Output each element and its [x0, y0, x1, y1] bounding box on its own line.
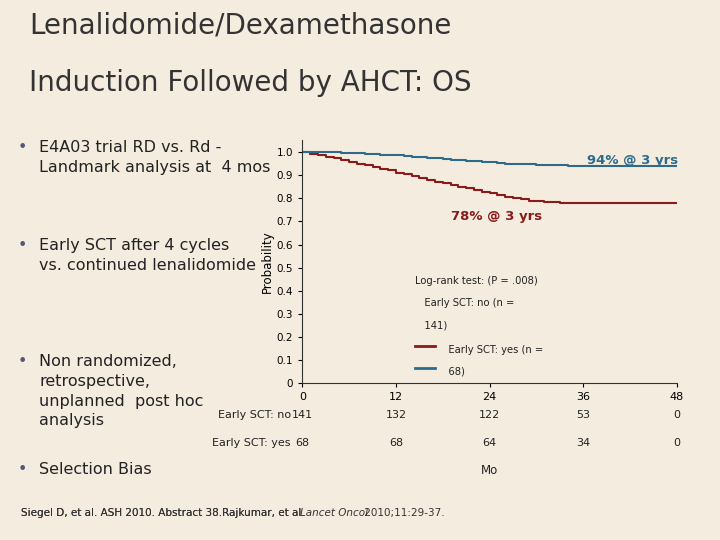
- Text: Lancet Oncol.: Lancet Oncol.: [300, 509, 372, 518]
- Text: 132: 132: [385, 410, 407, 420]
- Text: 68): 68): [439, 366, 465, 376]
- Text: 53: 53: [576, 410, 590, 420]
- Text: 0: 0: [673, 410, 680, 420]
- Text: Siegel D, et al. ASH 2010. Abstract 38.Rajkumar, et al.: Siegel D, et al. ASH 2010. Abstract 38.R…: [22, 509, 308, 518]
- Text: Early SCT: no (n =: Early SCT: no (n =: [415, 298, 514, 308]
- Text: Early SCT: yes: Early SCT: yes: [212, 438, 291, 448]
- Text: Early SCT: yes (n =: Early SCT: yes (n =: [439, 345, 544, 355]
- Text: Selection Bias: Selection Bias: [39, 462, 152, 477]
- Text: Mo: Mo: [481, 464, 498, 477]
- Text: •: •: [18, 238, 27, 253]
- Text: •: •: [18, 354, 27, 369]
- Text: 2010;11:29-37.: 2010;11:29-37.: [361, 509, 445, 518]
- Text: •: •: [18, 462, 27, 477]
- Text: Early SCT after 4 cycles
vs. continued lenalidomide: Early SCT after 4 cycles vs. continued l…: [39, 238, 256, 273]
- Text: 122: 122: [479, 410, 500, 420]
- Text: Log-rank test: (P = .008): Log-rank test: (P = .008): [415, 276, 537, 287]
- Text: 0: 0: [673, 438, 680, 448]
- Text: 94% @ 3 yrs: 94% @ 3 yrs: [587, 153, 678, 166]
- Text: 141: 141: [292, 410, 313, 420]
- Text: 78% @ 3 yrs: 78% @ 3 yrs: [451, 210, 541, 223]
- Text: Lenalidomide/Dexamethasone: Lenalidomide/Dexamethasone: [29, 12, 451, 40]
- Text: Early SCT: no: Early SCT: no: [217, 410, 291, 420]
- Text: Induction Followed by AHCT: OS: Induction Followed by AHCT: OS: [29, 69, 472, 97]
- Text: 68: 68: [295, 438, 310, 448]
- Text: E4A03 trial RD vs. Rd -
Landmark analysis at  4 mos: E4A03 trial RD vs. Rd - Landmark analysi…: [39, 140, 271, 176]
- Text: 141): 141): [415, 320, 447, 330]
- Text: 34: 34: [576, 438, 590, 448]
- Y-axis label: Probability: Probability: [261, 231, 274, 293]
- Text: •: •: [18, 140, 27, 156]
- Text: Siegel D, et al. ASH 2010. Abstract 38.Rajkumar, et al. Lancet Oncol.: Siegel D, et al. ASH 2010. Abstract 38.R…: [22, 509, 378, 518]
- Text: 68: 68: [389, 438, 403, 448]
- Text: Siegel D, et al. ASH 2010. Abstract 38.Rajkumar, et al.: Siegel D, et al. ASH 2010. Abstract 38.R…: [22, 509, 308, 518]
- Text: Non randomized,
retrospective,
unplanned  post hoc
analysis: Non randomized, retrospective, unplanned…: [39, 354, 204, 428]
- Text: 64: 64: [482, 438, 497, 448]
